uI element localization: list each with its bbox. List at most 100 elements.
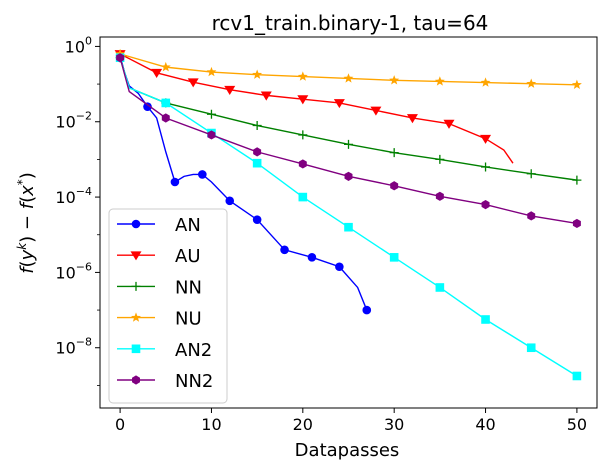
data-point-nu bbox=[206, 66, 217, 77]
legend-marker bbox=[131, 344, 141, 354]
x-tick-label: 40 bbox=[475, 415, 495, 434]
data-point-nu bbox=[526, 78, 537, 88]
legend-item-an2: AN2 bbox=[117, 340, 212, 361]
data-point-nu bbox=[389, 75, 400, 85]
data-point-nn2 bbox=[572, 218, 581, 229]
data-point-an2 bbox=[298, 192, 308, 202]
data-point-an bbox=[335, 262, 344, 272]
data-point-au bbox=[187, 78, 199, 88]
legend-marker bbox=[132, 375, 140, 385]
data-point-an2 bbox=[435, 283, 445, 292]
y-tick-label: 100 bbox=[65, 34, 92, 56]
data-point-nu bbox=[343, 73, 354, 83]
plot-area bbox=[99, 36, 598, 409]
y-tick-label: 10−6 bbox=[55, 260, 92, 282]
data-point-nu bbox=[571, 79, 582, 90]
data-point-nn bbox=[389, 148, 399, 158]
data-point-nu bbox=[297, 71, 308, 81]
plot-frame bbox=[99, 36, 598, 409]
legend-label: AN bbox=[175, 215, 201, 236]
data-point-an2 bbox=[344, 222, 353, 232]
data-point-an bbox=[252, 215, 262, 224]
data-point-nn bbox=[344, 139, 353, 149]
data-point-an2 bbox=[572, 371, 582, 381]
data-point-an bbox=[143, 102, 152, 111]
series-an2 bbox=[115, 53, 582, 381]
data-point-nu bbox=[252, 69, 263, 79]
legend-marker bbox=[130, 251, 142, 261]
data-point-nn2 bbox=[435, 191, 444, 201]
data-point-nn2 bbox=[344, 171, 353, 181]
data-point-nn bbox=[206, 109, 216, 119]
legend-item-au: AU bbox=[117, 246, 201, 267]
series-line-nn2 bbox=[119, 57, 578, 225]
data-point-nn bbox=[252, 121, 262, 131]
data-point-nu bbox=[480, 77, 491, 87]
data-point-au bbox=[260, 91, 272, 101]
data-point-an2 bbox=[161, 98, 171, 108]
y-tick-label: 10−4 bbox=[55, 185, 92, 207]
x-axis-label: Datapasses bbox=[295, 440, 400, 461]
data-point-nn bbox=[481, 162, 491, 172]
data-point-au bbox=[370, 106, 382, 116]
data-point-au bbox=[151, 68, 163, 79]
data-point-nn2 bbox=[298, 159, 307, 169]
legend-label: AU bbox=[175, 246, 201, 267]
data-point-nn2 bbox=[481, 200, 490, 210]
legend-item-nu: NU bbox=[117, 309, 202, 330]
y-tick-label: 10−2 bbox=[55, 110, 92, 132]
series-an bbox=[115, 51, 372, 315]
data-point-nn bbox=[526, 169, 536, 179]
data-point-nn bbox=[435, 154, 445, 164]
chart-title: rcv1_train.binary-1, tau=64 bbox=[212, 11, 489, 35]
data-point-an bbox=[198, 170, 207, 179]
data-point-an2 bbox=[252, 158, 262, 168]
data-point-nn2 bbox=[527, 211, 536, 221]
data-point-au bbox=[480, 134, 492, 144]
legend-item-nn2: NN2 bbox=[117, 371, 213, 392]
axis-ticks: 0 10 20 30 40 50 100 10−2 10−4 10−6 10−8 bbox=[55, 34, 587, 434]
legend-label: NN2 bbox=[175, 371, 213, 392]
data-point-nn2 bbox=[161, 113, 170, 123]
data-point-au bbox=[297, 95, 309, 105]
data-point-an2 bbox=[481, 315, 490, 324]
legend-label: NN bbox=[175, 277, 202, 298]
legend-item-nn: NN bbox=[117, 277, 202, 298]
legend-marker bbox=[131, 312, 141, 322]
data-point-nn bbox=[298, 130, 308, 140]
data-point-an bbox=[362, 305, 372, 315]
data-point-au bbox=[224, 85, 236, 95]
y-tick-label: 10−8 bbox=[55, 336, 92, 358]
x-tick-label: 0 bbox=[115, 415, 125, 434]
data-point-nn2 bbox=[207, 130, 216, 140]
data-point-an2 bbox=[389, 253, 399, 262]
legend-label: NU bbox=[175, 309, 202, 330]
data-point-an bbox=[225, 196, 235, 206]
series-nn2 bbox=[116, 53, 581, 229]
data-point-an bbox=[280, 245, 289, 255]
data-point-au bbox=[406, 114, 418, 124]
data-point-nn2 bbox=[116, 53, 125, 63]
x-tick-label: 50 bbox=[567, 415, 587, 434]
data-point-nu bbox=[160, 61, 171, 72]
legend-box bbox=[108, 208, 228, 404]
data-point-nn2 bbox=[253, 147, 262, 157]
x-tick-label: 20 bbox=[293, 415, 313, 434]
data-point-an2 bbox=[526, 343, 536, 353]
data-point-an bbox=[170, 177, 180, 187]
data-point-nn2 bbox=[390, 181, 399, 191]
data-point-nu bbox=[434, 76, 445, 86]
legend-item-an: AN bbox=[117, 215, 201, 236]
x-tick-label: 30 bbox=[384, 415, 404, 434]
y-axis-label: f(yk) − f(x*) bbox=[15, 172, 38, 274]
x-tick-label: 10 bbox=[201, 415, 221, 434]
data-point-au bbox=[333, 99, 345, 109]
series-line-an2 bbox=[119, 57, 578, 377]
legend-marker bbox=[131, 219, 141, 229]
data-point-au bbox=[443, 119, 455, 129]
legend-marker bbox=[131, 281, 141, 291]
legend: AN AU NN NU AN2 NN2 bbox=[108, 208, 228, 404]
data-point-an bbox=[307, 253, 317, 262]
legend-label: AN2 bbox=[175, 340, 212, 361]
